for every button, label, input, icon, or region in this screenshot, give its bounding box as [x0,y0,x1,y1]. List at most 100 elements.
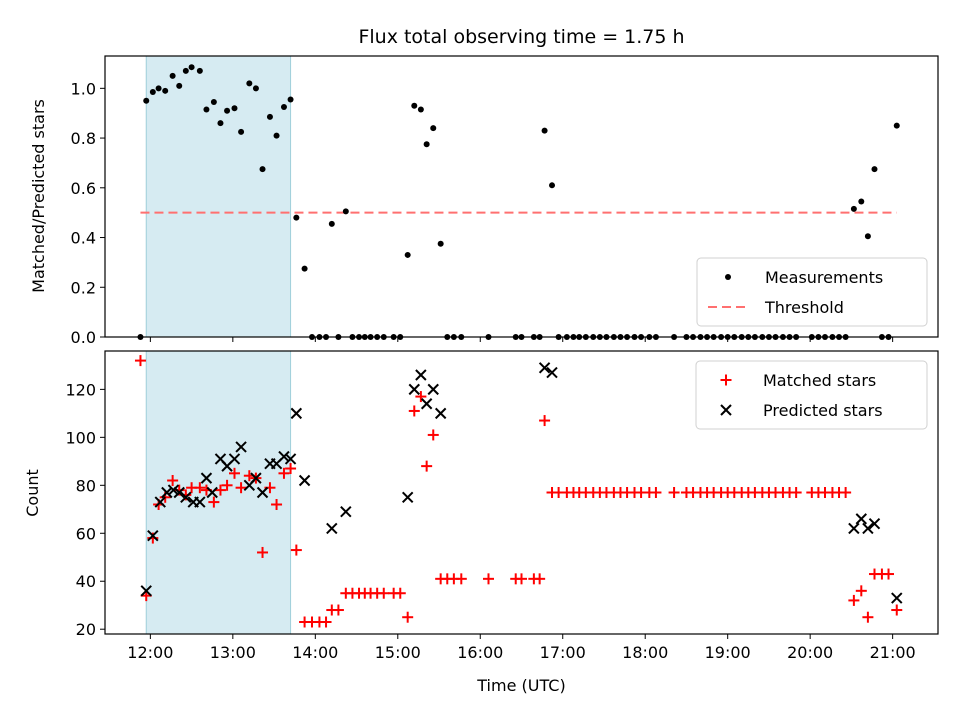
matched-star-point [402,611,414,623]
matched-star-point [378,587,390,599]
matched-star-point [650,487,662,498]
count-y-tick-label: 100 [65,428,96,447]
predicted-star-point [298,474,311,487]
count-panel: 20 40 60 80 100 120 12:00 13:00 14:00 15:00 16:00… [23,350,939,695]
measurement-point [203,106,210,113]
predicted-star-point [408,383,420,396]
matched-star-point [427,429,439,441]
matched-star-point [228,467,240,479]
measurement-point [430,125,437,132]
measurement-point [224,107,231,114]
predicted-star-point [427,383,439,396]
matched-star-point [415,391,427,403]
matched-star-point [235,482,247,494]
measurement-point [328,220,335,227]
matched-star-point [167,475,179,487]
predicted-star-point [546,366,558,379]
predicted-star-point [862,522,874,535]
matched-star-point [862,611,874,623]
measurement-point [259,166,266,173]
chart-title: Flux total observing time = 1.75 h [358,26,684,48]
matched-star-point [320,616,332,628]
ratio-y-axis-label: Matched/Predicted stars [29,99,48,293]
count-legend-box [695,360,928,430]
measurement-point [149,89,156,96]
matched-star-point [539,415,551,427]
matched-star-point [883,568,895,580]
ratio-y-ticks: 0.0 0.2 0.4 0.6 0.8 1.0 [71,79,105,347]
count-x-tick-label: 18:00 [622,643,668,662]
legend-plus-glyph [720,374,732,386]
measurement-point [549,182,556,189]
count-y-tick-label: 20 [76,620,96,639]
measurement-point [541,127,548,134]
matched-star-point [257,546,269,558]
count-y-tick-label: 60 [76,524,96,543]
measurement-point [293,214,300,221]
predicted-star-point [180,491,192,504]
measurement-point [169,72,176,79]
ratio-y-tick-label: 0.6 [71,179,96,198]
ratio-legend-box [696,257,928,327]
matched-star-point [214,484,226,496]
ratio-plot-frame [104,55,939,338]
measurement-point [850,205,857,212]
predicted-star-point [200,472,213,484]
count-x-tick-label: 15:00 [375,643,421,662]
matched-star-point [790,487,802,498]
measurement-point [176,82,183,89]
predicted-star-point [235,441,247,453]
matched-star-point [208,496,220,508]
matched-star-point [221,479,233,491]
measurement-point [162,87,169,94]
legend-predicted-marker [720,404,732,416]
matched-stars-points [134,355,903,628]
predicted-star-point [256,486,269,499]
legend-threshold-label: Threshold [764,298,844,317]
ratio-legend: Measurements Threshold [696,257,928,327]
count-x-tick-label: 19:00 [705,643,751,662]
predicted-stars-points [140,362,903,604]
measurement-point [301,265,308,272]
predicted-star-point [868,517,881,530]
predicted-star-point [154,496,166,508]
x-axis-label: Time (UTC) [476,676,565,695]
predicted-star-point [194,496,206,508]
measurement-point [287,96,294,103]
predicted-star-point [855,513,868,525]
predicted-star-point [140,585,152,597]
count-legend: Matched stars Predicted stars [695,360,928,430]
legend-x-glyph [720,404,732,416]
measurement-point [423,141,430,148]
count-x-tick-label: 13:00 [210,643,256,662]
matched-star-point [421,460,433,472]
matched-star-point [668,487,680,498]
matched-star-point [848,594,860,606]
measurement-point [210,99,217,106]
measurement-point [893,122,900,129]
count-y-ticks: 20 40 60 80 100 120 [65,380,105,639]
matched-star-point [278,467,290,479]
matched-star-point [394,587,406,599]
predicted-star-point [161,486,173,499]
predicted-star-point [434,407,447,420]
matched-star-point [134,355,146,367]
ratio-y-tick-label: 0.0 [71,328,96,347]
measurement-point [273,132,280,139]
predicted-star-point [228,453,241,465]
predicted-star-point [290,407,303,420]
predicted-star-point [401,491,414,504]
measurement-point [342,208,349,215]
matched-star-point [285,463,297,475]
ratio-panel: 0.0 0.2 0.4 0.6 0.8 1.0 Flux total observing … [29,26,939,347]
predicted-star-point [848,522,860,535]
legend-measurements-label: Measurements [765,268,883,287]
ratio-y-tick-label: 0.4 [71,229,96,248]
measurement-point [246,80,253,87]
count-x-tick-label: 21:00 [870,643,916,662]
count-y-tick-label: 40 [76,572,96,591]
count-x-tick-label: 12:00 [127,643,173,662]
measurement-point [182,67,189,74]
count-x-ticks: 12:00 13:00 14:00 15:00 16:00 17:00 18:00 19:00… [127,634,916,662]
measurement-point [143,97,150,104]
